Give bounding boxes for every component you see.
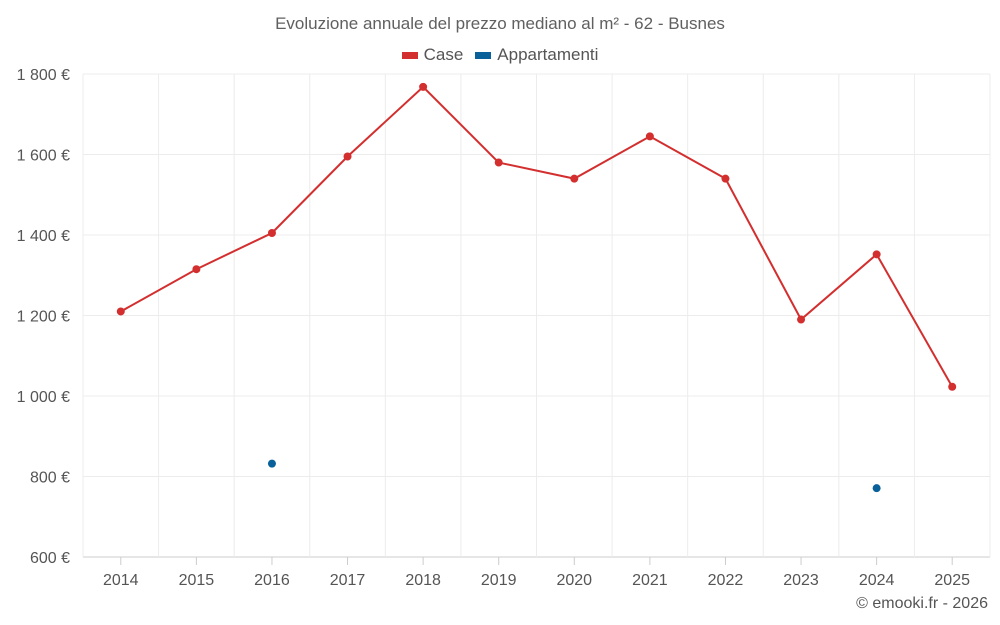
data-point-case [192,265,201,274]
x-tick-label: 2015 [179,572,215,589]
x-tick-label: 2018 [405,572,441,589]
data-point-case [721,174,730,183]
y-tick-label: 1 200 € [17,309,70,326]
data-point-case [872,250,881,259]
data-point-appartamenti [267,459,276,468]
data-point-case [645,132,654,141]
data-point-case [570,174,579,183]
credit: © emooki.fr - 2026 [856,595,988,612]
data-point-case [419,82,428,91]
y-tick-label: 1 600 € [17,148,70,165]
x-tick-label: 2017 [330,572,366,589]
y-tick-label: 800 € [30,470,70,487]
legend-swatch-case [401,51,418,59]
legend-item-appartamenti[interactable]: Appartamenti [475,45,598,65]
data-point-case [116,307,125,316]
x-tick-label: 2022 [708,572,744,589]
x-tick-label: 2023 [783,572,819,589]
legend-swatch-appartamenti [475,51,492,59]
y-tick-label: 1 000 € [17,389,70,406]
data-point-case [267,228,276,237]
y-tick-label: 600 € [30,550,70,567]
x-tick-label: 2024 [859,572,895,589]
x-tick-label: 2020 [556,572,592,589]
x-tick-label: 2019 [481,572,517,589]
y-tick-label: 1 800 € [17,67,70,84]
data-point-case [797,315,806,324]
legend: Case Appartamenti [0,45,1000,65]
x-tick-label: 2021 [632,572,668,589]
y-tick-label: 1 400 € [17,228,70,245]
legend-label-case: Case [423,45,464,64]
data-point-case [494,158,503,167]
legend-item-case[interactable]: Case [401,45,464,65]
x-tick-label: 2025 [934,572,970,589]
x-tick-label: 2016 [254,572,290,589]
legend-label-appartamenti: Appartamenti [497,45,599,64]
data-point-case [343,152,352,161]
data-point-appartamenti [872,484,881,493]
series-line-case [120,85,954,388]
data-point-case [948,382,957,391]
x-tick-label: 2014 [103,572,139,589]
chart-title: Evoluzione annuale del prezzo mediano al… [275,14,725,33]
